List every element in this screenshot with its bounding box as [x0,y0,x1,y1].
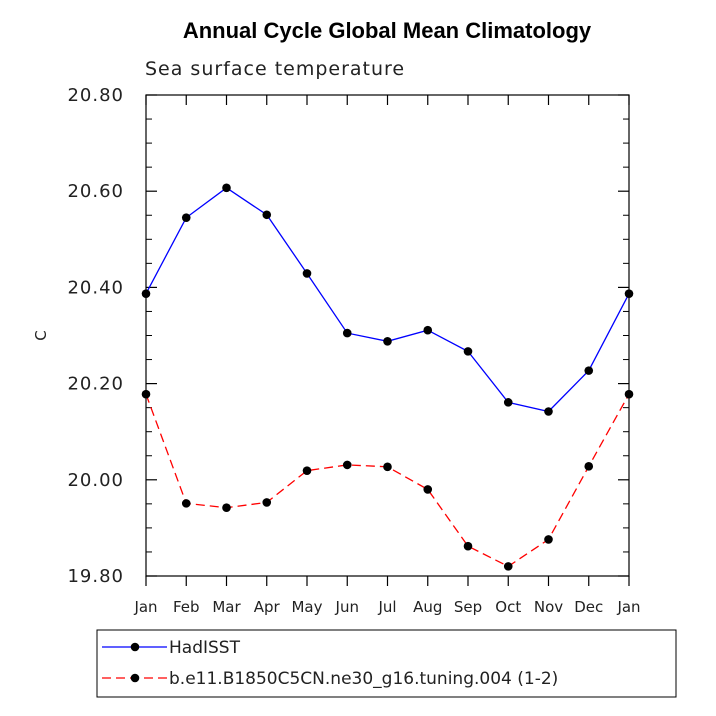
x-tick-label: Apr [254,598,281,616]
x-tick-label: Oct [495,598,521,616]
series-line-1 [145,187,630,413]
series-line-2 [145,393,630,568]
x-tick-label: Nov [534,598,563,616]
series-2-point [302,466,312,475]
series-1-point [544,407,553,416]
x-tick-label: Dec [574,598,603,616]
plot-frame [145,94,630,577]
series-2-point [624,389,634,399]
series-2-point [181,499,191,508]
series-2-point [141,389,151,399]
series-1-point [503,398,513,407]
y-tick-label: 20.80 [67,85,124,106]
series-2-point [584,462,594,471]
legend: HadISST b.e11.B1850C5CN.ne30_g16.tuning.0… [96,629,677,698]
series-1-point [302,269,312,278]
legend-marker-2 [130,673,140,683]
y-tick-labels: 19.80 20.00 20.20 20.40 20.60 20.80 [67,85,124,587]
series-1-point [141,289,151,298]
x-tick-label: Sep [454,598,482,616]
series-1-point [181,213,191,222]
x-tick-labels: Jan Feb Mar Apr May Jun Jul Aug Sep Oct Nov Dec Jan [133,598,640,616]
y-tick-label: 20.40 [67,277,124,298]
series-1-point [624,289,634,298]
y-tick-label: 20.00 [67,470,124,491]
series-1-point [342,328,352,338]
legend-box [96,629,677,698]
series-1-point [463,347,473,356]
series-2-point [222,503,231,512]
x-tick-label: May [291,598,322,616]
y-tick-label: 20.20 [67,374,124,395]
legend-label-2: b.e11.B1850C5CN.ne30_g16.tuning.004 (1-2… [169,669,558,689]
series-1-point [383,336,392,346]
series-2-point [503,562,513,571]
series-2-point [262,498,272,507]
series-1-point [584,366,594,375]
legend-marker-1 [130,642,140,652]
series-1-point [222,183,231,193]
series-group [141,183,634,571]
x-tick-label: Mar [212,598,241,616]
series-1-point [423,325,433,335]
y-axis-label: C [32,330,50,340]
x-tick-label: Aug [413,598,442,616]
series-2-point [383,462,392,472]
series-2-point [342,460,352,470]
x-tick-label: Jun [335,598,359,616]
legend-label-1: HadISST [169,638,241,658]
series-1-point [262,210,272,220]
x-tick-label: Jul [377,598,396,616]
series-2-point [423,485,433,494]
chart-title: Annual Cycle Global Mean Climatology [183,18,592,43]
y-tick-label: 19.80 [67,566,124,587]
series-2-point [463,541,473,551]
x-tick-label: Jan [616,598,640,616]
x-tick-label: Jan [133,598,157,616]
x-tick-label: Feb [173,598,200,616]
y-tick-label: 20.60 [67,181,124,202]
chart-subtitle: Sea surface temperature [145,58,405,80]
series-2-point [544,535,553,544]
